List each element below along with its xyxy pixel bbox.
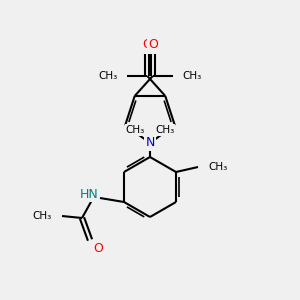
Text: O: O <box>142 38 152 52</box>
Text: CH₃: CH₃ <box>98 71 117 81</box>
Text: O: O <box>148 38 158 52</box>
Text: N: N <box>145 136 155 149</box>
Text: CH₃: CH₃ <box>155 125 175 135</box>
Text: CH₃: CH₃ <box>183 71 202 81</box>
Text: HN: HN <box>79 188 98 200</box>
Text: CH₃: CH₃ <box>208 162 227 172</box>
Text: CH₃: CH₃ <box>33 211 52 221</box>
Text: O: O <box>93 242 103 256</box>
Text: CH₃: CH₃ <box>125 125 145 135</box>
